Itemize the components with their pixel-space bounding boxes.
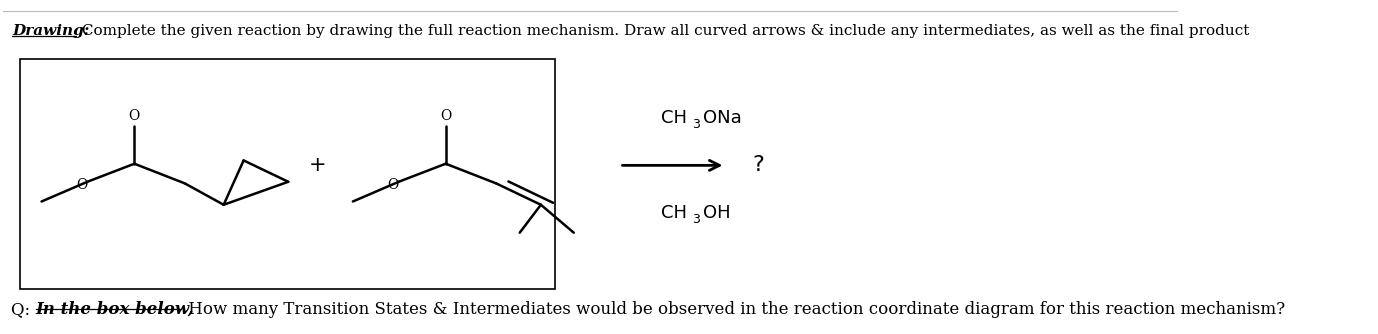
Text: Q:: Q: xyxy=(11,301,36,318)
Text: ONa: ONa xyxy=(703,109,741,127)
Text: Drawing:: Drawing: xyxy=(12,24,90,38)
Text: O: O xyxy=(440,109,452,123)
Text: CH: CH xyxy=(660,204,686,222)
Text: 3: 3 xyxy=(692,118,700,131)
Text: 3: 3 xyxy=(692,213,700,226)
Text: OH: OH xyxy=(703,204,730,222)
Text: O: O xyxy=(128,109,141,123)
Bar xyxy=(21,58,555,289)
Text: ?: ? xyxy=(752,155,763,175)
Text: CH: CH xyxy=(660,109,686,127)
Text: In the box below,: In the box below, xyxy=(36,301,194,318)
Text: O: O xyxy=(387,178,398,192)
Text: Complete the given reaction by drawing the full reaction mechanism. Draw all cur: Complete the given reaction by drawing t… xyxy=(77,24,1250,38)
Text: How many Transition States & Intermediates would be observed in the reaction coo: How many Transition States & Intermediat… xyxy=(182,301,1284,318)
Text: +: + xyxy=(309,155,327,175)
Text: O: O xyxy=(76,178,87,192)
